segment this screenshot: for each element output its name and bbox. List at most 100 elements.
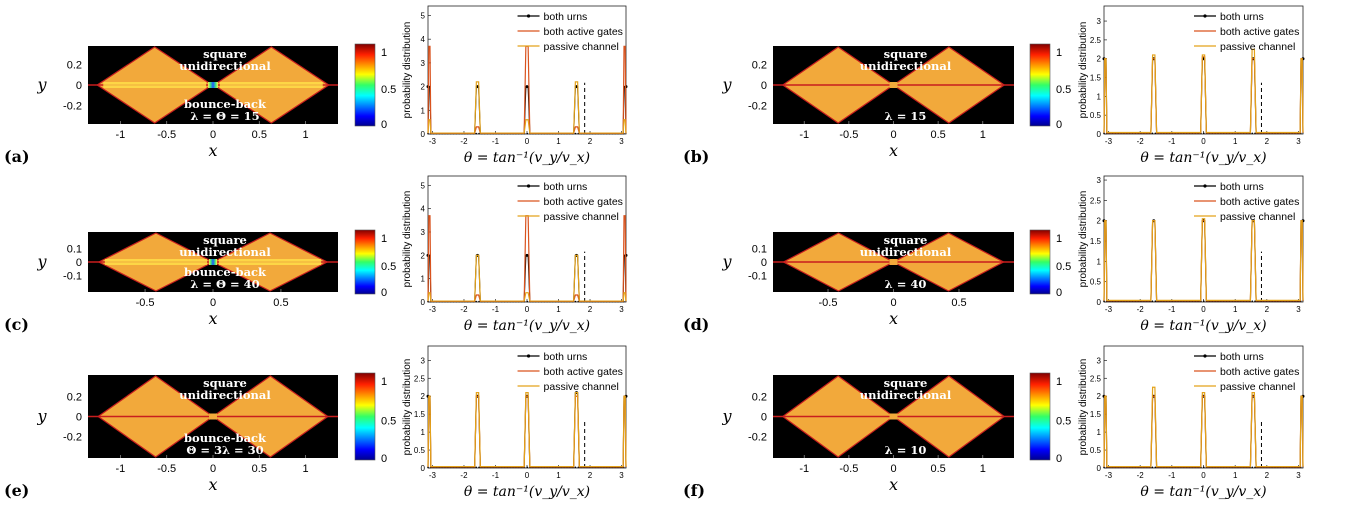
panel-letter: c xyxy=(12,315,22,334)
series-marker xyxy=(1254,300,1256,302)
y-tick-label: 2 xyxy=(1097,55,1102,64)
series-marker xyxy=(1151,132,1154,135)
y-tick-label: -0.2 xyxy=(63,101,82,113)
y-tick-label: 0 xyxy=(761,257,767,269)
series-marker xyxy=(526,466,529,469)
annotation-bounce-back: bounce-back xyxy=(184,97,267,111)
y-tick-label: 0 xyxy=(421,464,426,473)
series-marker xyxy=(478,300,480,303)
distribution-chart-c: -3 -2 -1 0 1 2 3 0 1 2 3 4 5 probability distribution… xyxy=(402,175,628,334)
x-tick-label: 2 xyxy=(588,471,593,480)
y-tick-label: 0.5 xyxy=(1090,278,1102,287)
x-tick-label: -1 xyxy=(1168,471,1176,480)
x-tick-label: 2 xyxy=(588,137,593,146)
annotation-unidirectional: unidirectional xyxy=(179,388,271,402)
x-tick-label: -1 xyxy=(116,463,126,475)
panel-label: (b) xyxy=(683,147,709,166)
channel xyxy=(209,259,217,265)
plot-area xyxy=(427,345,627,469)
x-tick-label: 3 xyxy=(1296,305,1301,314)
y-axis-label: probability distribution xyxy=(402,359,413,456)
y-tick-label: 1 xyxy=(1097,428,1102,437)
x-tick-label: -2 xyxy=(1137,137,1145,146)
x-tick-label: -1 xyxy=(1168,305,1176,314)
x-tick-label: -1 xyxy=(492,137,500,146)
y-tick-label: -0.2 xyxy=(748,431,767,443)
series-line xyxy=(427,254,627,302)
x-tick-label: 0 xyxy=(890,129,896,141)
x-tick-label: 3 xyxy=(1296,471,1301,480)
y-tick-label: 0.5 xyxy=(414,446,426,455)
x-tick-label: 0 xyxy=(890,297,896,309)
x-tick-label: 1 xyxy=(1233,137,1238,146)
colorbar: 10.50 xyxy=(1029,43,1071,131)
annotation-unidirectional: unidirectional xyxy=(179,59,271,73)
x-axis-label: θ = tan⁻¹(v_y/v_x) xyxy=(1140,150,1266,166)
y-axis-label: probability distribution xyxy=(1078,191,1089,288)
x-tick-label: -2 xyxy=(460,137,468,146)
colorbar-tick-label: 1 xyxy=(1056,47,1062,59)
y-tick-label: 1 xyxy=(1097,92,1102,101)
colorbar-tick-label: 0 xyxy=(381,119,387,131)
colorbar: 10.50 xyxy=(1029,372,1071,465)
annotation-square: square xyxy=(884,47,928,61)
series-marker xyxy=(1154,300,1157,302)
x-tick-label: 2 xyxy=(588,305,593,314)
y-tick-label: 4 xyxy=(421,205,426,214)
y-tick-label: 0.2 xyxy=(752,392,767,404)
legend-marker xyxy=(526,354,531,358)
x-tick-label: 2 xyxy=(1265,471,1270,480)
annotation-unidirectional: unidirectional xyxy=(860,388,952,402)
annotation-unidirectional: unidirectional xyxy=(179,245,271,259)
colorbar-tick-label: 0 xyxy=(1056,287,1062,299)
series-marker xyxy=(574,300,577,303)
y-axis-label: probability distribution xyxy=(1078,22,1089,119)
series-marker xyxy=(475,466,478,469)
x-tick-label: -3 xyxy=(1105,471,1113,480)
legend-entry: both active gates xyxy=(544,196,623,208)
legend-marker xyxy=(526,184,531,188)
legend-entry: both active gates xyxy=(1220,26,1299,38)
series-marker xyxy=(1251,466,1254,469)
series-marker xyxy=(475,132,478,135)
series-marker xyxy=(577,466,580,469)
y-tick-label: 0.1 xyxy=(752,243,767,255)
legend-entry: both active gates xyxy=(1220,366,1299,378)
legend: both urns both active gates passive channe… xyxy=(1193,11,1299,53)
y-tick-label: 0 xyxy=(761,80,767,92)
annotation-bounce-back: bounce-back xyxy=(184,431,267,445)
channel xyxy=(889,259,898,265)
x-tick-label: 0.5 xyxy=(951,297,966,309)
y-tick-label: 3 xyxy=(421,228,426,237)
series-line xyxy=(1103,386,1304,468)
x-tick-label: 0 xyxy=(525,305,530,314)
distribution-chart-e: -3 -2 -1 0 1 2 3 0 0.5 1 1.5 2 2.5 3 probability distr… xyxy=(402,345,628,500)
series-marker xyxy=(525,253,529,257)
x-axis-label: θ = tan⁻¹(v_y/v_x) xyxy=(464,150,590,166)
y-tick-label: 3 xyxy=(1097,356,1102,365)
x-tick-label: -3 xyxy=(429,305,437,314)
x-tick-label: -0.5 xyxy=(839,129,858,141)
x-tick-label: -1 xyxy=(1168,137,1176,146)
series-line xyxy=(427,392,627,468)
y-tick-label: -0.1 xyxy=(63,271,82,283)
annotation-unidirectional: unidirectional xyxy=(860,245,952,259)
channel xyxy=(889,82,898,88)
plot-area xyxy=(1103,345,1304,469)
colorbar-tick-label: 0.5 xyxy=(1056,261,1071,273)
heatmap-y-label: y xyxy=(36,407,47,426)
colorbar-tick-label: 0 xyxy=(1056,119,1062,131)
panel-label: (e) xyxy=(4,481,29,500)
heatmap-y-label: y xyxy=(36,252,47,271)
distribution-chart-f: -3 -2 -1 0 1 2 3 0 0.5 1 1.5 2 2.5 3 probability distr… xyxy=(1078,345,1305,500)
x-tick-label: 0.5 xyxy=(252,463,267,475)
y-tick-label: 0.5 xyxy=(1090,446,1102,455)
series-marker xyxy=(525,85,529,89)
x-tick-label: -3 xyxy=(429,137,437,146)
annotation-square: square xyxy=(884,233,928,247)
series-marker xyxy=(1251,300,1254,302)
